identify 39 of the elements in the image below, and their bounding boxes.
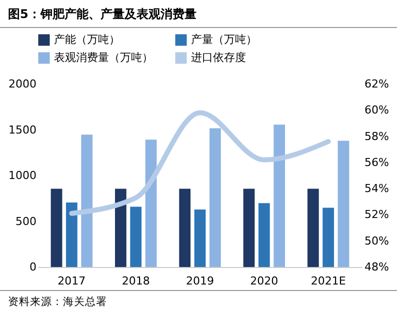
bar — [274, 124, 286, 267]
legend-label: 产能（万吨） — [54, 33, 120, 46]
bar — [338, 140, 350, 267]
y2-tick-label: 54% — [364, 182, 389, 196]
bar — [179, 188, 191, 267]
bar — [130, 206, 142, 267]
bar — [258, 203, 270, 267]
bar — [66, 202, 78, 267]
y-tick-label: 1000 — [8, 169, 36, 182]
bar — [81, 134, 93, 267]
y2-tick-label: 50% — [364, 234, 389, 248]
y-tick-label: 500 — [16, 214, 36, 228]
y2-tick-label: 62% — [364, 78, 389, 90]
bar — [243, 188, 255, 267]
text: 资料来源：海关总署 — [0, 290, 397, 313]
y-tick-label: 0 — [30, 260, 36, 274]
bar — [145, 140, 157, 267]
bar — [50, 188, 62, 267]
y2-tick-label: 58% — [364, 130, 389, 143]
bar — [322, 208, 334, 267]
legend-label: 产量（万吨） — [191, 33, 257, 46]
y2-tick-label: 56% — [364, 156, 389, 169]
chart-title: 图5：钾肥产能、产量及表观消费量 — [0, 0, 397, 28]
bar — [209, 128, 221, 267]
bar — [114, 188, 126, 267]
x-tick-label: 2020 — [250, 274, 278, 288]
y2-tick-label: 52% — [364, 208, 389, 222]
bar — [194, 210, 206, 267]
legend-label: 表观消费量（万吨） — [54, 51, 153, 64]
legend-label: 进口依存度 — [191, 51, 246, 64]
y2-tick-label: 48% — [364, 260, 389, 274]
x-tick-label: 2017 — [58, 274, 86, 288]
y2-tick-label: 60% — [364, 104, 389, 117]
bar — [307, 188, 319, 267]
x-tick-label: 2018 — [122, 274, 150, 288]
y-tick-label: 1500 — [8, 123, 36, 136]
x-tick-label: 2019 — [186, 274, 214, 288]
y-tick-label: 2000 — [8, 78, 36, 90]
x-tick-label: 2021E — [310, 274, 346, 288]
